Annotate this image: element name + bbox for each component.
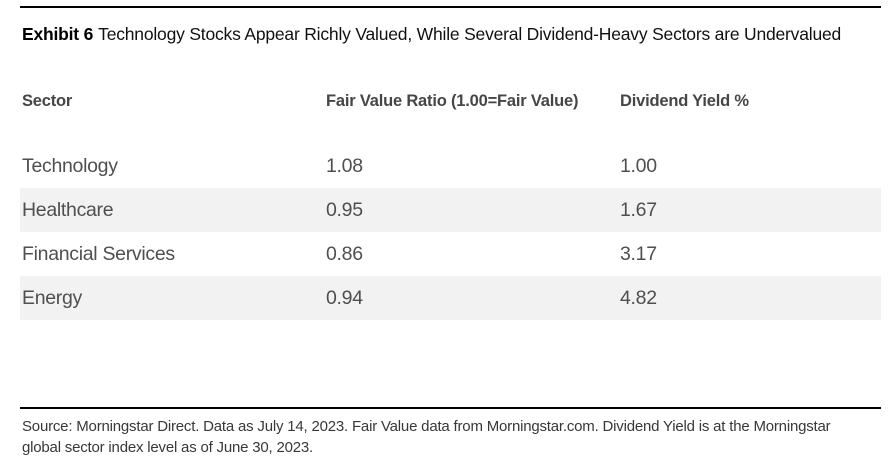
exhibit-content: Exhibit 6 Technology Stocks Appear Richly… <box>20 6 881 457</box>
table-header-row: Sector Fair Value Ratio (1.00=Fair Value… <box>20 92 881 111</box>
dividend-yield-cell: 1.67 <box>620 198 657 221</box>
fair-value-ratio-cell: 1.08 <box>326 154 363 177</box>
top-rule <box>20 6 881 8</box>
dividend-yield-cell: 4.82 <box>620 286 657 309</box>
sector-cell: Energy <box>22 286 82 309</box>
fair-value-ratio-cell: 0.95 <box>326 198 363 221</box>
column-header-fair-value-ratio: Fair Value Ratio (1.00=Fair Value) <box>326 92 579 110</box>
sector-cell: Technology <box>22 154 118 177</box>
fair-value-ratio-cell: 0.94 <box>326 286 363 309</box>
column-header-sector: Sector <box>22 92 73 110</box>
dividend-yield-cell: 3.17 <box>620 242 657 265</box>
table-row: Healthcare 0.95 1.67 <box>20 188 881 232</box>
table-row: Energy 0.94 4.82 <box>20 276 881 320</box>
sector-cell: Financial Services <box>22 242 175 265</box>
exhibit-number: Exhibit 6 <box>22 24 94 44</box>
table-row: Technology 1.08 1.00 <box>20 144 881 188</box>
sector-cell: Healthcare <box>22 198 114 221</box>
column-header-dividend-yield: Dividend Yield % <box>620 92 749 110</box>
table-body: Technology 1.08 1.00 Healthcare 0.95 1.6… <box>20 144 881 320</box>
fair-value-ratio-cell: 0.86 <box>326 242 363 265</box>
exhibit-title-text: Technology Stocks Appear Richly Valued, … <box>98 24 842 44</box>
exhibit-title: Exhibit 6 Technology Stocks Appear Richly… <box>22 23 881 45</box>
dividend-yield-cell: 1.00 <box>620 154 657 177</box>
source-note: Source: Morningstar Direct. Data as July… <box>22 418 831 456</box>
source-rule <box>20 407 881 409</box>
table-row: Financial Services 0.86 3.17 <box>20 232 881 276</box>
